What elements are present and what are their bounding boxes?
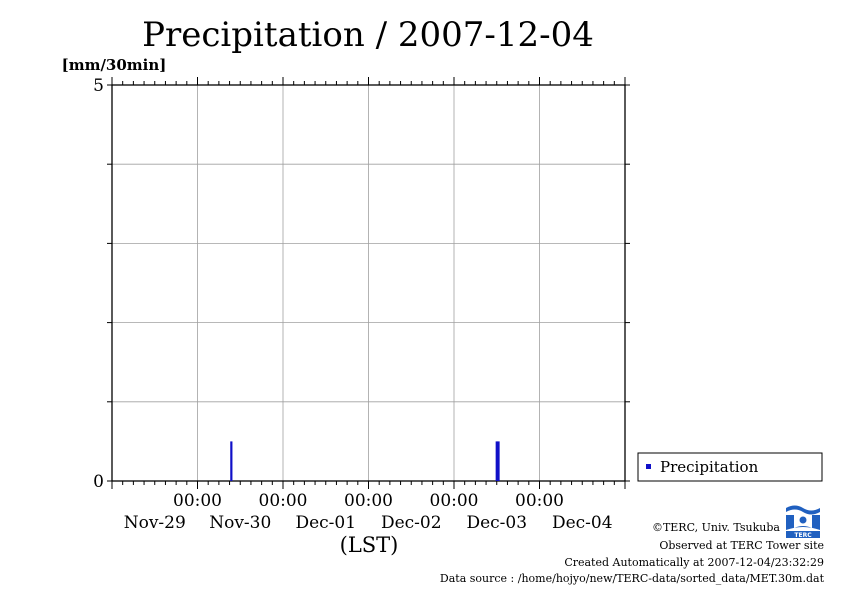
logo-text-band: [786, 531, 820, 538]
legend-swatch: [646, 464, 651, 469]
x-tick-date-nov-29: Nov-29: [124, 513, 186, 533]
precipitation-bar-2: [495, 441, 498, 481]
legend: Precipitation: [637, 452, 823, 482]
y-axis-unit-label: [mm/30min]: [62, 56, 167, 74]
logo-wave-shape: [786, 505, 820, 515]
x-tick-time-3: 00:00: [344, 491, 393, 511]
x-tick-date-dec-04: Dec-04: [552, 513, 613, 533]
x-tick-date-dec-03: Dec-03: [466, 513, 527, 533]
plot-area: 0500:00Nov-2900:00Nov-3000:00Dec-0100:00…: [93, 76, 630, 533]
precipitation-bar-3: [497, 441, 500, 481]
x-tick-time-2: 00:00: [259, 491, 308, 511]
logo-body-shape: [786, 515, 820, 530]
x-tick-time-4: 00:00: [430, 491, 479, 511]
logo-text: TERC: [794, 532, 812, 539]
chart-title: Precipitation / 2007-12-04: [142, 15, 594, 55]
data-source-text: Data source : /home/hojyo/new/TERC-data/…: [440, 572, 825, 585]
observed-site-text: Observed at TERC Tower site: [659, 539, 824, 552]
copyright-text: ©TERC, Univ. Tsukuba: [652, 521, 780, 534]
terc-logo: TERC: [784, 504, 822, 539]
x-tick-time-1: 00:00: [173, 491, 222, 511]
created-timestamp-text: Created Automatically at 2007-12-04/23:3…: [564, 556, 824, 569]
legend-label-precipitation: Precipitation: [660, 458, 759, 476]
x-tick-time-5: 00:00: [515, 491, 564, 511]
y-tick-label-5: 5: [93, 76, 104, 96]
legend-box: [637, 452, 823, 482]
logo-drop-shape: [799, 516, 807, 524]
x-tick-date-dec-01: Dec-01: [295, 513, 356, 533]
x-tick-date-dec-02: Dec-02: [381, 513, 442, 533]
x-axis-label: (LST): [340, 533, 399, 557]
precipitation-bar-1: [230, 441, 233, 481]
x-tick-date-nov-30: Nov-30: [209, 513, 271, 533]
y-tick-label-0: 0: [93, 472, 104, 492]
